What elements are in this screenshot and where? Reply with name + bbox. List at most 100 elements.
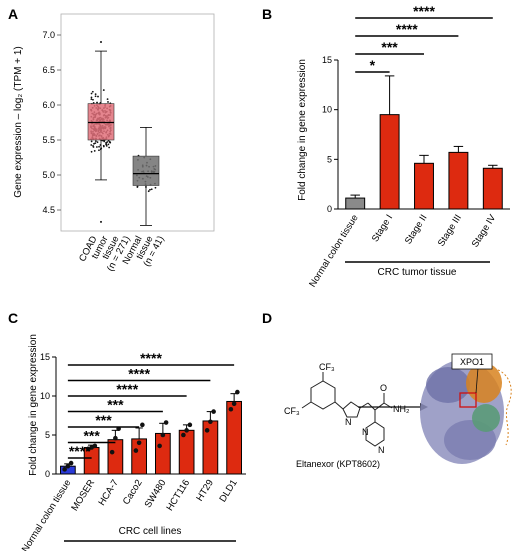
b-significance-label: **** <box>396 21 418 37</box>
a-jitter-point <box>90 144 93 146</box>
a-jitter-point <box>93 150 96 152</box>
c-significance-label: **** <box>128 366 150 382</box>
a-jitter-point <box>90 140 93 143</box>
protein-loop <box>497 369 512 446</box>
b-category-label: Stage IV <box>470 212 499 249</box>
c-replicate-point <box>113 435 118 441</box>
a-y-tick-label: 5.5 <box>42 135 55 145</box>
c-significance-label: *** <box>107 397 124 413</box>
a-outlier-point <box>100 41 102 43</box>
panel-b-letter: B <box>262 6 272 22</box>
pyrimidine-n-label: N <box>362 427 369 437</box>
a-jitter-point <box>92 98 94 101</box>
xpo1-protein-structure: XPO1 <box>420 353 512 464</box>
c-replicate-point <box>235 389 240 395</box>
c-replicate-point <box>92 443 98 449</box>
c-category-label: Caco2 <box>121 478 145 507</box>
b-y-tick-label: 10 <box>322 105 332 115</box>
panel-b: B Fold change in gene expression 0 5 10 15 N… <box>262 3 510 289</box>
c-y-tick-label: 0 <box>45 469 50 479</box>
c-replicate-point <box>208 419 213 425</box>
panel-a-y-axis-label: Gene expression – log₂ (TPM + 1) <box>13 46 24 197</box>
a-jitter-point <box>149 188 151 191</box>
a-y-tick-label: 5.0 <box>42 170 55 180</box>
a-jitter-point <box>107 143 110 146</box>
c-category-label: SW480 <box>143 478 169 510</box>
a-jitter-point <box>91 90 94 93</box>
c-replicate-point <box>62 467 67 472</box>
a-jitter-point <box>154 186 157 189</box>
b-bar <box>345 197 366 210</box>
a-jitter-point <box>108 146 111 149</box>
b-category-label: Normal colon tissue <box>307 213 361 290</box>
b-y-tick-label: 0 <box>327 204 332 214</box>
xpo1-label-box <box>451 353 493 370</box>
c-replicate-point <box>163 420 169 425</box>
eltanexor-structure-diagram <box>301 372 393 447</box>
a-jitter-point <box>94 140 97 142</box>
b-category-label: Stage III <box>436 213 464 249</box>
a-jitter-point <box>103 139 106 142</box>
a-box <box>87 103 115 141</box>
c-replicate-point <box>133 448 139 453</box>
panel-a-y-ticks: 4.5 5.0 5.5 6.0 6.5 7.0 <box>42 30 61 215</box>
c-significance-label: **** <box>69 443 91 459</box>
a-jitter-point <box>96 141 99 144</box>
a-jitter-point <box>93 142 95 145</box>
compound-label: Eltanexor (KPT8602) <box>296 459 380 469</box>
c-replicate-point <box>68 460 74 466</box>
b-bar <box>448 151 469 210</box>
c-bar <box>226 400 242 475</box>
c-replicate-point <box>187 422 193 428</box>
c-bar <box>155 432 171 475</box>
c-y-tick-label: 15 <box>40 352 50 362</box>
pyrimidine-n-label-2: N <box>378 445 385 455</box>
b-y-tick-label: 5 <box>327 154 332 164</box>
cf3-top-label: CF₃ <box>319 362 335 372</box>
a-jitter-point <box>105 144 108 147</box>
panel-a-boxes <box>87 50 160 226</box>
xpo1-callout-line <box>475 367 479 394</box>
a-jitter-point <box>90 98 93 101</box>
a-jitter-point <box>102 145 105 148</box>
b-significance-label: **** <box>413 3 435 19</box>
c-replicate-point <box>109 449 115 455</box>
b-bar <box>414 162 434 210</box>
c-category-label: MOSER <box>69 478 97 513</box>
a-jitter-point <box>102 89 105 91</box>
a-jitter-point <box>94 95 97 98</box>
cf3-left-label: CF₃ <box>284 406 300 416</box>
panel-c-group-label: CRC cell lines <box>119 526 182 537</box>
a-jitter-point <box>136 186 139 188</box>
c-y-tick-label: 10 <box>40 391 50 401</box>
panel-c-y-axis-label: Fold change in gene expression <box>28 334 39 476</box>
b-significance-label: *** <box>381 39 398 55</box>
a-jitter-point <box>150 188 153 191</box>
xpo1-label: XPO1 <box>460 357 484 367</box>
nh2-label: NH₂ <box>393 404 410 414</box>
a-jitter-point <box>106 141 109 143</box>
c-replicate-point <box>157 443 162 449</box>
c-bar <box>202 420 219 475</box>
panel-a-letter: A <box>8 6 18 22</box>
panel-a: A 4.5 5.0 5.5 6.0 6.5 7.0 Gene expression – l… <box>8 6 215 273</box>
a-outlier-point <box>100 220 102 223</box>
c-replicate-point <box>231 401 237 407</box>
a-jitter-point <box>96 101 98 104</box>
carbonyl-o-label: O <box>380 383 387 393</box>
b-category-label: Stage II <box>403 213 430 247</box>
panel-c: C Fold change in gene expression 0 5 10 15 N… <box>8 310 246 551</box>
binding-site-highlight <box>459 392 477 408</box>
protein-green-domain <box>472 404 500 432</box>
c-replicate-point <box>181 432 186 438</box>
c-replicate-point <box>65 463 71 469</box>
c-category-label: HT29 <box>194 478 216 504</box>
c-replicate-point <box>160 432 166 438</box>
a-jitter-point <box>90 96 93 99</box>
c-bar <box>178 429 195 475</box>
panel-b-y-axis-label: Fold change in gene expression <box>297 59 308 201</box>
c-category-label: HCT116 <box>164 478 192 513</box>
a-jitter-point <box>147 190 150 193</box>
a-jitter-point <box>95 146 98 148</box>
c-replicate-point <box>184 428 189 433</box>
